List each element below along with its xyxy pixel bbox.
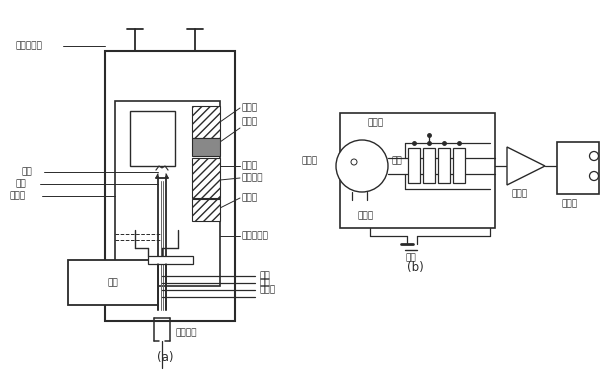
Text: 离子室: 离子室 <box>302 156 318 165</box>
Bar <box>340 113 495 228</box>
Bar <box>438 148 450 183</box>
Text: 尾吹气: 尾吹气 <box>260 285 276 294</box>
Text: 绝缘子: 绝缘子 <box>10 191 26 200</box>
Bar <box>68 260 158 305</box>
Text: 绝缘子: 绝缘子 <box>242 194 258 203</box>
Bar <box>192 138 220 156</box>
Circle shape <box>589 152 598 161</box>
Text: 发射极: 发射极 <box>358 211 374 220</box>
Bar <box>148 256 193 264</box>
Text: 高阻: 高阻 <box>392 156 403 165</box>
Text: 检测器筒体: 检测器筒体 <box>15 41 42 50</box>
Text: 喷嘴: 喷嘴 <box>16 179 27 188</box>
Circle shape <box>336 140 388 192</box>
Bar <box>130 111 175 166</box>
Text: 底座: 底座 <box>108 279 119 288</box>
Circle shape <box>589 171 598 180</box>
Text: 收集极: 收集极 <box>368 118 384 127</box>
Text: 放大器: 放大器 <box>511 190 527 199</box>
Polygon shape <box>507 147 545 185</box>
Bar <box>192 199 220 221</box>
Bar <box>423 148 435 183</box>
Text: 极化板: 极化板 <box>242 162 258 170</box>
Bar <box>115 101 220 286</box>
Bar <box>453 148 465 183</box>
Text: (a): (a) <box>157 352 173 364</box>
Bar <box>557 142 599 194</box>
Text: (b): (b) <box>407 261 423 274</box>
Text: 火焰: 火焰 <box>22 167 33 176</box>
Bar <box>192 158 220 198</box>
Text: 收集极: 收集极 <box>242 117 258 126</box>
Text: 电源: 电源 <box>405 253 416 262</box>
Bar <box>105 51 235 321</box>
Text: 氢气: 氢气 <box>260 279 271 288</box>
Circle shape <box>351 159 357 165</box>
Text: 及点火器: 及点火器 <box>242 173 264 182</box>
Text: 毛细管柱: 毛细管柱 <box>175 329 197 338</box>
Bar <box>192 106 220 138</box>
Text: 绝缘子: 绝缘子 <box>242 103 258 112</box>
Text: 记录器: 记录器 <box>562 200 578 209</box>
Text: 空气: 空气 <box>260 271 271 280</box>
Text: 空气扩散器: 空气扩散器 <box>242 232 269 241</box>
Bar <box>408 148 420 183</box>
